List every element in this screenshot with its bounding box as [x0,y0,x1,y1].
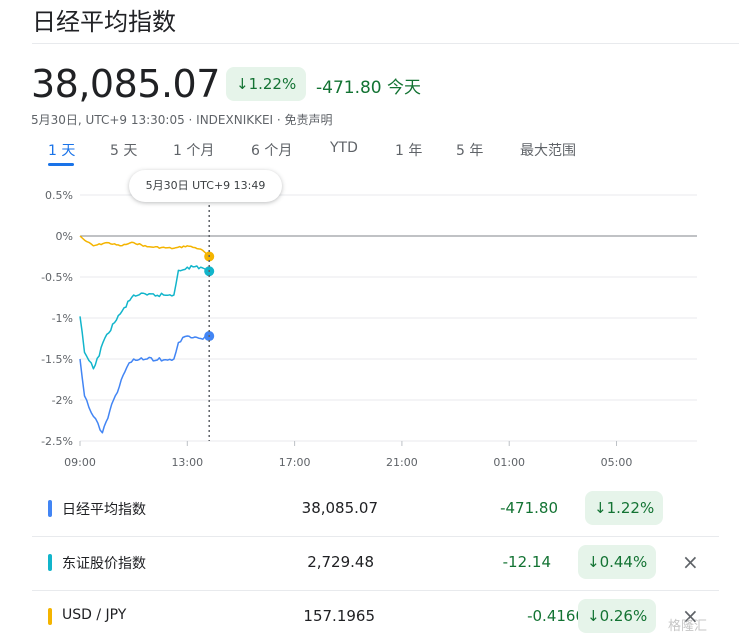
row-change: -12.14 [502,553,551,571]
current-price: 38,085.07 [31,62,220,106]
quote-meta: 5月30日, UTC+9 13:30:05 · INDEXNIKKEI · 免责… [31,113,333,127]
compare-row-topix[interactable]: 东证股价指数 2,729.48 -12.14 ↓0.44% × [32,537,719,589]
remove-comparison-icon[interactable]: × [682,604,699,628]
tab-1m[interactable]: 1 个月 [173,143,215,159]
y-tick-label: 0.5% [45,189,73,202]
x-tick-label: 17:00 [279,456,311,469]
series-color-swatch [48,554,52,571]
y-tick-label: -2% [52,394,73,407]
row-percent-badge: ↓0.26% [578,599,657,633]
row-price: 2,729.48 [307,553,374,571]
crosshair-tooltip: 5月30日 UTC+9 13:49 [129,170,282,202]
remove-comparison-icon[interactable]: × [682,550,699,574]
compare-row-usdjpy[interactable]: USD / JPY 157.1965 -0.4160 ↓0.26% × [32,591,719,643]
series-line [79,264,210,370]
row-divider [32,536,719,537]
y-tick-label: 0% [56,230,73,243]
percent-change-badge: ↓1.22% [226,67,307,101]
tab-6m[interactable]: 6 个月 [251,143,293,159]
title-divider [32,43,739,44]
row-price: 38,085.07 [301,499,378,517]
y-tick-label: -0.5% [41,271,73,284]
series-line [79,235,210,258]
row-price: 157.1965 [303,607,375,625]
watermark-logo: 格隆汇 [668,619,708,634]
active-tab-indicator [48,163,74,166]
row-percent-badge: ↓1.22% [585,491,664,525]
tab-1y[interactable]: 1 年 [395,143,423,159]
row-change: -0.4160 [527,607,585,625]
tab-5d[interactable]: 5 天 [110,143,138,159]
tab-5y[interactable]: 5 年 [456,143,484,159]
comparison-chart[interactable]: 0.5% 0% -0.5% -1% -1.5% -2% -2.5% 09:00 13:00 17:… [0,165,739,470]
x-tick-label: 09:00 [64,456,96,469]
row-name: 东证股价指数 [62,556,146,572]
tab-max[interactable]: 最大范围 [520,143,576,159]
compare-row-nikkei[interactable]: 日经平均指数 38,085.07 -471.80 ↓1.22% [32,483,719,535]
x-tick-label: 13:00 [171,456,203,469]
row-name: USD / JPY [62,607,127,623]
tab-1d[interactable]: 1 天 [48,143,76,159]
x-tick-label: 21:00 [386,456,418,469]
row-change: -471.80 [500,499,558,517]
page-title: 日经平均指数 [32,8,176,36]
row-name: 日经平均指数 [62,502,146,518]
x-tick-label: 01:00 [493,456,525,469]
series-color-swatch [48,608,52,625]
y-tick-label: -2.5% [41,435,73,448]
y-tick-label: -1% [52,312,73,325]
y-tick-label: -1.5% [41,353,73,366]
row-divider [32,590,719,591]
row-percent-badge: ↓0.44% [578,545,657,579]
series-line [79,334,210,434]
series-color-swatch [48,500,52,517]
absolute-change: -471.80 今天 [316,78,422,98]
x-tick-label: 05:00 [601,456,633,469]
tab-ytd[interactable]: YTD [330,140,358,156]
